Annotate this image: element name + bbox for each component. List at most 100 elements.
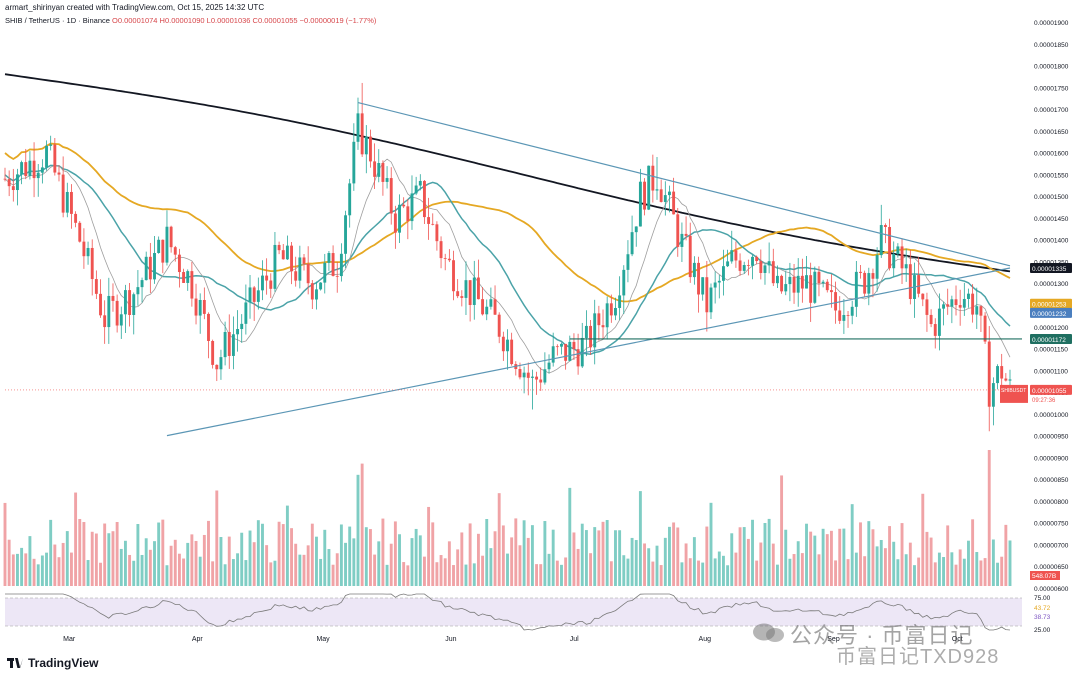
volume-bar bbox=[597, 530, 601, 586]
candle-body bbox=[298, 257, 302, 281]
candle-body bbox=[24, 162, 28, 177]
volume-bar bbox=[393, 521, 397, 586]
candle-body bbox=[157, 239, 161, 254]
ascending-trendline[interactable] bbox=[166, 267, 1011, 437]
volume-bar bbox=[78, 518, 82, 586]
volume-bar bbox=[576, 548, 580, 586]
candle-body bbox=[1008, 379, 1012, 381]
price-label-text: 0.00001055 bbox=[1032, 388, 1067, 395]
candle-body bbox=[647, 165, 651, 210]
volume-bar bbox=[427, 506, 431, 586]
candle-body bbox=[825, 281, 829, 291]
x-tick-label: Mar bbox=[63, 636, 76, 643]
candle-body bbox=[501, 336, 505, 352]
price-label-box bbox=[1030, 333, 1072, 344]
candle-body bbox=[726, 261, 730, 267]
tradingview-logo-icon bbox=[7, 658, 23, 668]
volume-bar bbox=[917, 557, 921, 586]
price-label-text: 0.00001253 bbox=[1032, 302, 1067, 309]
volume-bar bbox=[859, 522, 862, 586]
descending-trendline[interactable] bbox=[357, 101, 1011, 267]
volume-bar bbox=[472, 563, 476, 586]
candle-body bbox=[584, 325, 588, 338]
candle-body bbox=[231, 334, 235, 356]
candle-body bbox=[331, 253, 335, 276]
volume-bar bbox=[647, 548, 651, 586]
volume-bar bbox=[742, 527, 746, 586]
candle-body bbox=[348, 183, 352, 216]
candle-body bbox=[369, 136, 372, 162]
volume-bar bbox=[20, 547, 24, 586]
volume-bar bbox=[435, 562, 439, 586]
volume-bar bbox=[759, 542, 763, 586]
volume-bar bbox=[734, 552, 738, 586]
candle-body bbox=[315, 289, 318, 300]
candle-body bbox=[310, 283, 314, 300]
y-tick-label: 0.00001500 bbox=[1034, 194, 1069, 201]
volume-bar bbox=[929, 537, 933, 586]
volume-bar bbox=[414, 528, 418, 586]
volume-bar bbox=[294, 543, 298, 586]
candle-body bbox=[82, 241, 86, 257]
volume-bar bbox=[28, 536, 32, 586]
candle-body bbox=[132, 294, 136, 315]
volume-bar bbox=[144, 538, 148, 586]
candle-body bbox=[389, 178, 393, 214]
volume-bar bbox=[871, 529, 875, 586]
candle-body bbox=[364, 136, 368, 155]
candle-body bbox=[942, 304, 946, 309]
ma20-line bbox=[4, 158, 1011, 374]
candle-body bbox=[904, 264, 908, 269]
candle-body bbox=[925, 299, 929, 315]
candle-body bbox=[356, 113, 360, 142]
candle-body bbox=[879, 225, 883, 256]
volume-bar bbox=[344, 542, 347, 586]
volume-bar bbox=[946, 525, 950, 586]
volume-bar bbox=[796, 541, 800, 586]
candle-body bbox=[144, 256, 148, 281]
volume-bar bbox=[339, 524, 343, 586]
volume-bar bbox=[165, 565, 169, 586]
candle-body bbox=[522, 372, 526, 378]
volume-bar bbox=[518, 545, 522, 586]
candle-body bbox=[630, 232, 634, 255]
candle-body bbox=[518, 369, 522, 378]
candle-body bbox=[763, 265, 767, 273]
candle-body bbox=[838, 310, 842, 321]
volume-bar bbox=[16, 553, 19, 586]
y-tick-label: 0.00001900 bbox=[1034, 20, 1069, 27]
candle-body bbox=[381, 163, 385, 182]
volume-bar bbox=[61, 542, 65, 586]
candle-body bbox=[252, 287, 256, 302]
candle-body bbox=[161, 239, 165, 263]
volume-bar bbox=[161, 519, 165, 586]
candle-body bbox=[11, 186, 15, 191]
y-tick-label: 0.00001100 bbox=[1034, 368, 1068, 375]
volume-bar bbox=[439, 555, 443, 586]
candle-body bbox=[385, 178, 389, 182]
volume-bar bbox=[979, 560, 983, 586]
volume-bar bbox=[867, 521, 871, 586]
volume-bar bbox=[539, 564, 543, 586]
candle-body bbox=[742, 265, 746, 271]
candle-body bbox=[705, 277, 709, 313]
volume-bar bbox=[879, 539, 883, 586]
volume-bar bbox=[638, 491, 642, 586]
ma50-line bbox=[4, 164, 1011, 355]
volume-bar bbox=[838, 528, 842, 586]
candle-body bbox=[950, 299, 954, 307]
candle-body bbox=[755, 256, 759, 262]
candle-body bbox=[609, 303, 613, 316]
volume-bar bbox=[896, 559, 900, 586]
volume-bar bbox=[842, 528, 846, 586]
price-label-box bbox=[1030, 298, 1072, 309]
volume-bar bbox=[701, 562, 705, 586]
volume-bar bbox=[398, 534, 401, 586]
rsi-75-label: 75.00 bbox=[1034, 595, 1051, 602]
symbol-name[interactable]: SHIB / TetherUS · 1D · Binance bbox=[5, 16, 110, 25]
tradingview-brand[interactable]: TradingView bbox=[7, 656, 98, 670]
candle-body bbox=[335, 275, 339, 277]
volume-bar bbox=[136, 524, 140, 586]
candle-body bbox=[481, 299, 485, 315]
